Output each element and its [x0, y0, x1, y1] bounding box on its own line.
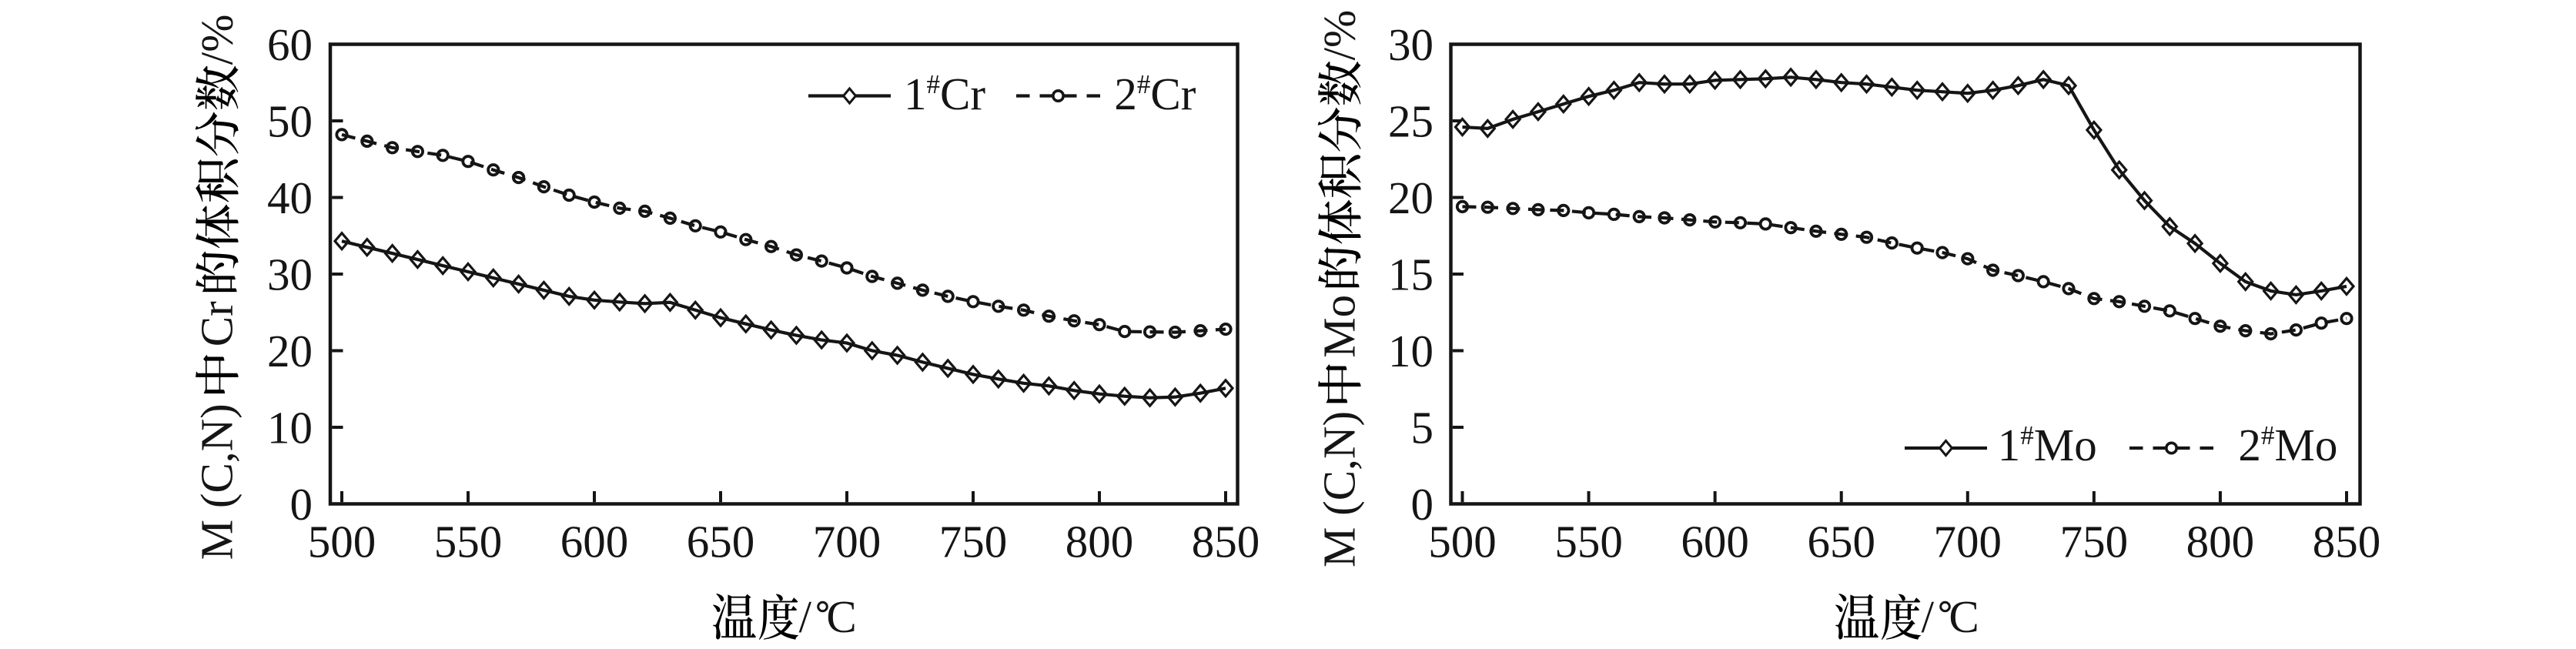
svg-text:750: 750	[939, 517, 1008, 567]
svg-text:5: 5	[1411, 403, 1434, 453]
svg-text:/: /	[799, 591, 812, 642]
svg-text:/%: /%	[192, 15, 243, 65]
svg-text:550: 550	[434, 517, 503, 567]
svg-text:600: 600	[1681, 517, 1749, 567]
svg-text:500: 500	[1428, 517, 1497, 567]
svg-text:850: 850	[2313, 517, 2381, 567]
svg-text:15: 15	[1388, 249, 1434, 300]
svg-text:10: 10	[1388, 326, 1434, 376]
svg-text:40: 40	[267, 172, 313, 223]
svg-text:Cr: Cr	[192, 301, 243, 346]
svg-text:Mo: Mo	[1314, 295, 1365, 358]
svg-text:0: 0	[1411, 479, 1434, 530]
svg-text:750: 750	[2060, 517, 2129, 567]
svg-text:0: 0	[290, 479, 313, 530]
svg-text:2#Cr: 2#Cr	[1114, 69, 1196, 119]
svg-text:60: 60	[267, 19, 313, 70]
svg-text:1#Cr: 1#Cr	[904, 69, 985, 119]
svg-text:20: 20	[267, 326, 313, 376]
svg-text:50: 50	[267, 96, 313, 147]
svg-text:700: 700	[813, 517, 882, 567]
svg-text:M (C,N): M (C,N)	[192, 403, 243, 560]
svg-text:650: 650	[1807, 517, 1875, 567]
svg-text:600: 600	[560, 517, 629, 567]
svg-text:30: 30	[1388, 19, 1434, 70]
svg-text:/%: /%	[1314, 10, 1365, 61]
svg-text:20: 20	[1388, 172, 1434, 223]
svg-text:10: 10	[267, 403, 313, 453]
svg-text:700: 700	[1934, 517, 2002, 567]
svg-text:C: C	[1949, 591, 1979, 642]
svg-text:1#Mo: 1#Mo	[1998, 420, 2097, 470]
svg-text:C: C	[826, 591, 856, 642]
svg-text:500: 500	[308, 517, 376, 567]
svg-text:800: 800	[1066, 517, 1134, 567]
svg-text:550: 550	[1554, 517, 1623, 567]
svg-text:850: 850	[1192, 517, 1260, 567]
svg-text:650: 650	[687, 517, 755, 567]
svg-text:M (C,N): M (C,N)	[1314, 411, 1365, 567]
svg-text:800: 800	[2186, 517, 2255, 567]
svg-text:30: 30	[267, 249, 313, 300]
svg-text:25: 25	[1388, 96, 1434, 147]
svg-text:/: /	[1922, 591, 1935, 642]
svg-text:2#Mo: 2#Mo	[2238, 420, 2337, 470]
